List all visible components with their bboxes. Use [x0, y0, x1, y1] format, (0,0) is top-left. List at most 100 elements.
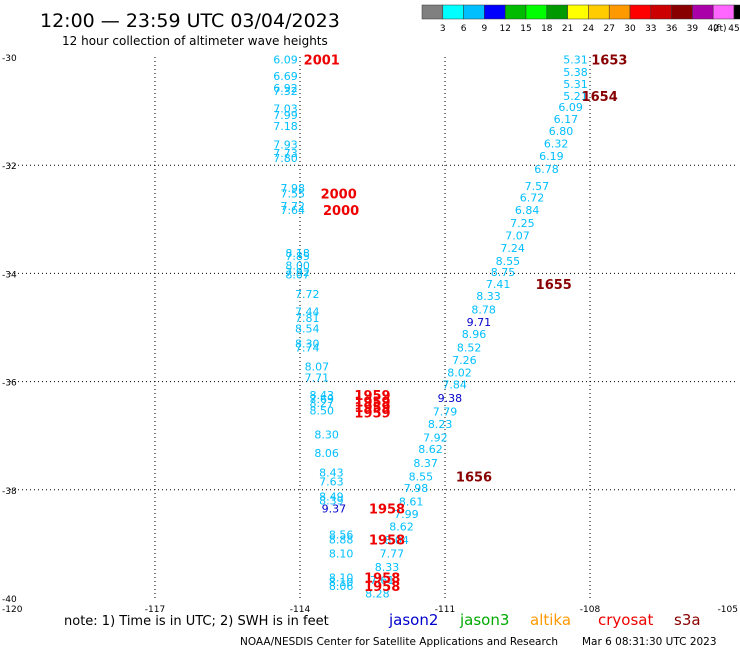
wave-height-label: 7.03	[273, 102, 298, 115]
colorbar-swatch	[608, 4, 631, 20]
chart-subtitle: 12 hour collection of altimeter wave hei…	[62, 34, 328, 48]
colorbar-tick-label: 42	[707, 24, 718, 34]
wave-height-label: 8.39	[319, 495, 344, 508]
wave-height-label: 7.26	[452, 354, 477, 367]
colorbar-legend: 36912151821242730333639424570(ft)	[421, 4, 740, 34]
wave-height-label: 8.28	[365, 588, 390, 601]
wave-height-label: 8.62	[389, 521, 414, 534]
y-tick-label: -32	[2, 162, 17, 172]
wave-height-label: 7.41	[486, 278, 511, 291]
colorbar-swatch	[671, 4, 693, 20]
wave-height-label: 8.56	[329, 529, 354, 542]
colorbar-swatch	[463, 4, 485, 20]
wave-height-label: 8.10	[329, 576, 354, 589]
wave-height-label: 8.02	[447, 366, 472, 379]
satellite-legend: jason2 jason3 altika cryosat s3a	[388, 611, 701, 629]
wave-height-label: 9.38	[438, 392, 463, 405]
satellite-legend-entry: jason3	[459, 611, 509, 629]
time-label: 2000	[321, 187, 357, 202]
time-labels: 2001200020001959195919591959195819581958…	[304, 54, 628, 595]
wave-height-label: 8.61	[399, 496, 424, 509]
wave-height-label: 6.69	[273, 70, 298, 83]
y-tick-label: -34	[2, 270, 17, 280]
colorbar-swatch	[525, 4, 548, 20]
wave-height-label: 8.10	[329, 548, 354, 561]
wave-height-label: 8.78	[471, 304, 496, 317]
wave-height-label: 7.32	[273, 85, 298, 98]
footer-credit: NOAA/NESDIS Center for Satellite Applica…	[240, 636, 558, 648]
wave-height-label: 6.92	[273, 82, 298, 95]
time-label: 1959	[354, 389, 390, 404]
footer-note: note: 1) Time is in UTC; 2) SWH is in fe…	[64, 614, 329, 629]
wave-height-label: 5.38	[563, 66, 588, 79]
wave-height-label: 8.96	[462, 328, 487, 341]
x-tick-label: -108	[580, 605, 601, 615]
wave-height-label: 7.98	[404, 482, 429, 495]
colorbar-tick-label: 12	[499, 24, 510, 34]
x-tick-label: -117	[145, 605, 165, 615]
wave-height-label: 8.62	[418, 443, 443, 456]
y-tick-label: -36	[2, 379, 17, 389]
wave-height-label: 8.49	[319, 490, 344, 503]
colorbar-swatch	[733, 4, 740, 20]
y-tick-label: -30	[2, 54, 17, 64]
wave-height-label: 8.55	[496, 255, 521, 268]
colorbar-swatch	[629, 4, 652, 20]
wave-height-label: 7.74	[295, 342, 320, 355]
wave-height-label: 7.84	[442, 378, 467, 391]
satellite-legend-entry: s3a	[674, 611, 701, 629]
wave-height-label: 7.25	[510, 217, 535, 230]
colorbar-tick-label: 15	[520, 24, 531, 34]
time-label: 1958	[364, 571, 400, 586]
colorbar-swatch	[546, 4, 568, 20]
colorbar-swatch	[712, 4, 735, 20]
y-tick-label: -40	[2, 595, 17, 605]
colorbar-tick-label: 9	[482, 24, 488, 34]
wave-height-label: 7.55	[281, 187, 306, 200]
colorbar-swatch	[484, 4, 506, 20]
wave-height-label: 9.37	[322, 503, 347, 516]
time-label: 2000	[323, 204, 359, 219]
wave-height-label: 5.31	[563, 78, 588, 91]
satellite-legend-entry: cryosat	[598, 611, 653, 629]
wave-height-label: 8.18	[285, 247, 310, 260]
wave-height-label: 8.30	[314, 429, 339, 442]
wave-height-label: 7.72	[295, 288, 320, 301]
wave-height-label: 6.78	[534, 163, 559, 176]
wave-height-label: 7.80	[273, 152, 298, 165]
wave-height-label: 8.30	[295, 338, 320, 351]
colorbar-swatch	[421, 4, 444, 20]
wave-height-label: 7.71	[305, 371, 330, 384]
time-label: 1959	[354, 396, 390, 411]
time-label: 1958	[369, 534, 405, 549]
time-label: 1654	[582, 90, 618, 105]
x-tick-label: -105	[718, 605, 738, 615]
time-label: 1958	[369, 503, 405, 518]
wave-height-label: 7.79	[433, 405, 458, 418]
footer-timestamp: Mar 6 08:31:30 UTC 2023	[582, 636, 717, 648]
colorbar-tick-label: 6	[461, 24, 467, 34]
colorbar-tick-label: 33	[645, 24, 656, 34]
wave-height-label: 6.80	[549, 125, 574, 138]
time-label: 2001	[304, 54, 340, 69]
wave-height-label: 8.27	[310, 397, 335, 410]
wave-height-label: 9.71	[467, 316, 492, 329]
wave-height-label: 6.19	[539, 150, 564, 163]
wave-height-label: 8.00	[285, 259, 310, 272]
wave-height-label: 7.07	[505, 230, 530, 243]
wave-height-label: 7.92	[285, 266, 310, 279]
wave-height-label: 5.31	[563, 54, 588, 67]
wave-height-label: 7.98	[281, 182, 306, 195]
colorbar-tick-label: 24	[583, 24, 595, 34]
wave-height-label: 7.72	[281, 200, 306, 213]
wave-height-label: 7.77	[380, 548, 405, 561]
wave-height-label: 6.09	[273, 54, 298, 67]
time-label: 1959	[354, 406, 390, 421]
colorbar-swatch	[442, 4, 464, 20]
wave-height-label: 6.32	[544, 138, 569, 151]
colorbar-tick-label: 45	[728, 24, 739, 34]
wave-height-label: 7.93	[273, 139, 298, 152]
wave-height-label: 8.50	[310, 404, 335, 417]
x-tick-label: -114	[290, 605, 311, 615]
chart-title: 12:00 — 23:59 UTC 03/04/2023	[40, 10, 340, 32]
